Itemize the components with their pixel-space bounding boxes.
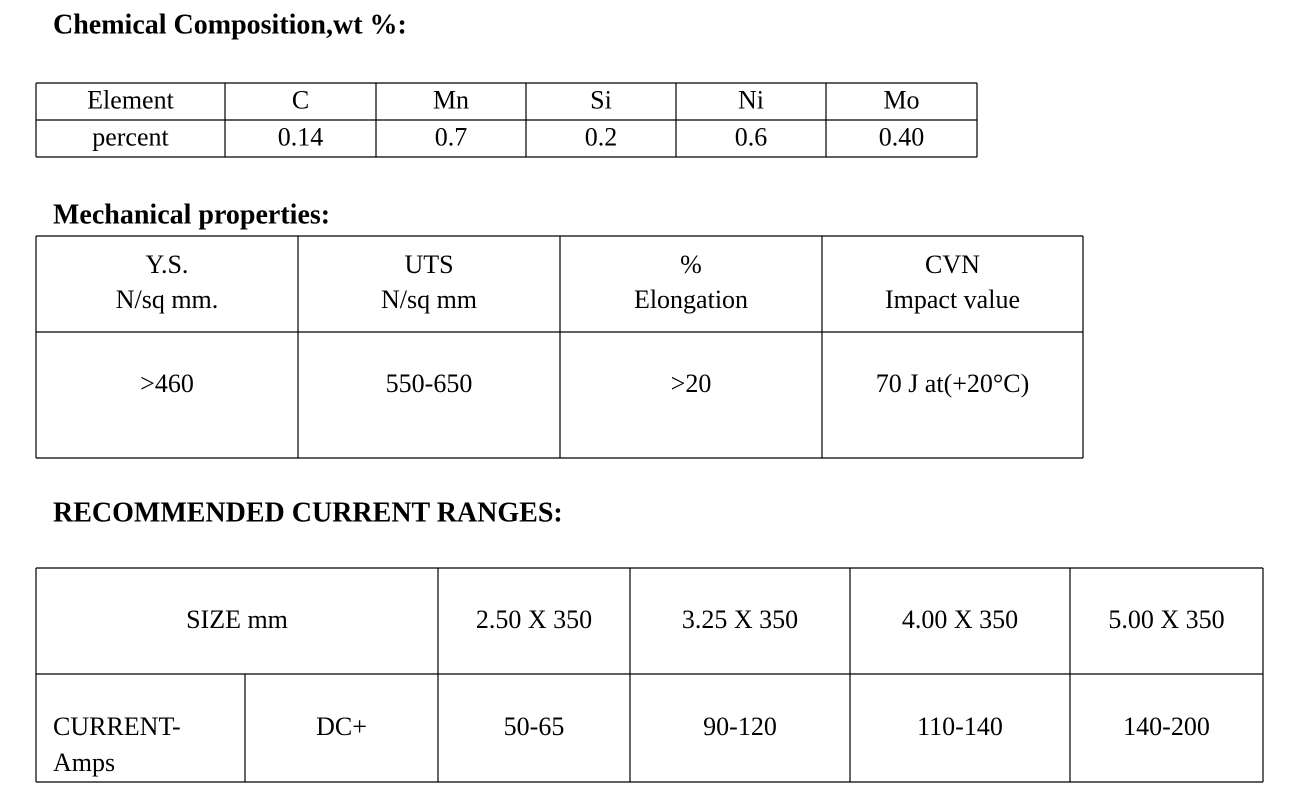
cell-text: 550-650 (386, 369, 473, 398)
cell-text: CURRENT- (53, 712, 181, 741)
cell-text: Amps (53, 748, 115, 777)
cell-text: 0.14 (278, 122, 324, 151)
cell-text: Elongation (634, 285, 748, 314)
cell-text: 3.25 X 350 (682, 605, 798, 634)
cell-text: 140-200 (1123, 712, 1210, 741)
section-title: Chemical Composition,wt %: (53, 9, 407, 40)
cell-text: 0.6 (735, 122, 768, 151)
cell-text: N/sq mm (381, 285, 477, 314)
cell-text: 0.7 (435, 122, 468, 151)
cell-text: 90-120 (703, 712, 777, 741)
cell-text: 0.2 (585, 122, 618, 151)
cell-text: >20 (671, 369, 712, 398)
cell-text: DC+ (316, 712, 367, 741)
cell-text: Element (87, 85, 174, 114)
cell-text: 50-65 (504, 712, 565, 741)
cell-text: percent (92, 122, 169, 151)
cell-text: CVN (925, 250, 980, 279)
cell-text: 4.00 X 350 (902, 605, 1018, 634)
cell-text: Mn (433, 85, 469, 114)
cell-text: % (680, 250, 702, 279)
cell-text: Y.S. (146, 250, 189, 279)
cell-text: Ni (738, 85, 764, 114)
cell-text: 110-140 (917, 712, 1003, 741)
cell-text: >460 (140, 369, 194, 398)
cell-text: 70 J at(+20°C) (876, 369, 1030, 398)
cell-text: UTS (404, 250, 453, 279)
cell-text: 5.00 X 350 (1108, 605, 1224, 634)
cell-text: C (292, 85, 309, 114)
cell-text: Si (590, 85, 612, 114)
cell-text: 0.40 (879, 122, 925, 151)
cell-text: Mo (883, 85, 919, 114)
section-title: Mechanical properties: (53, 199, 330, 230)
cell-text: 2.50 X 350 (476, 605, 592, 634)
cell-text: Impact value (885, 285, 1020, 314)
cell-text: SIZE mm (186, 605, 288, 634)
section-title: RECOMMENDED CURRENT RANGES: (53, 497, 563, 528)
cell-text: N/sq mm. (116, 285, 219, 314)
